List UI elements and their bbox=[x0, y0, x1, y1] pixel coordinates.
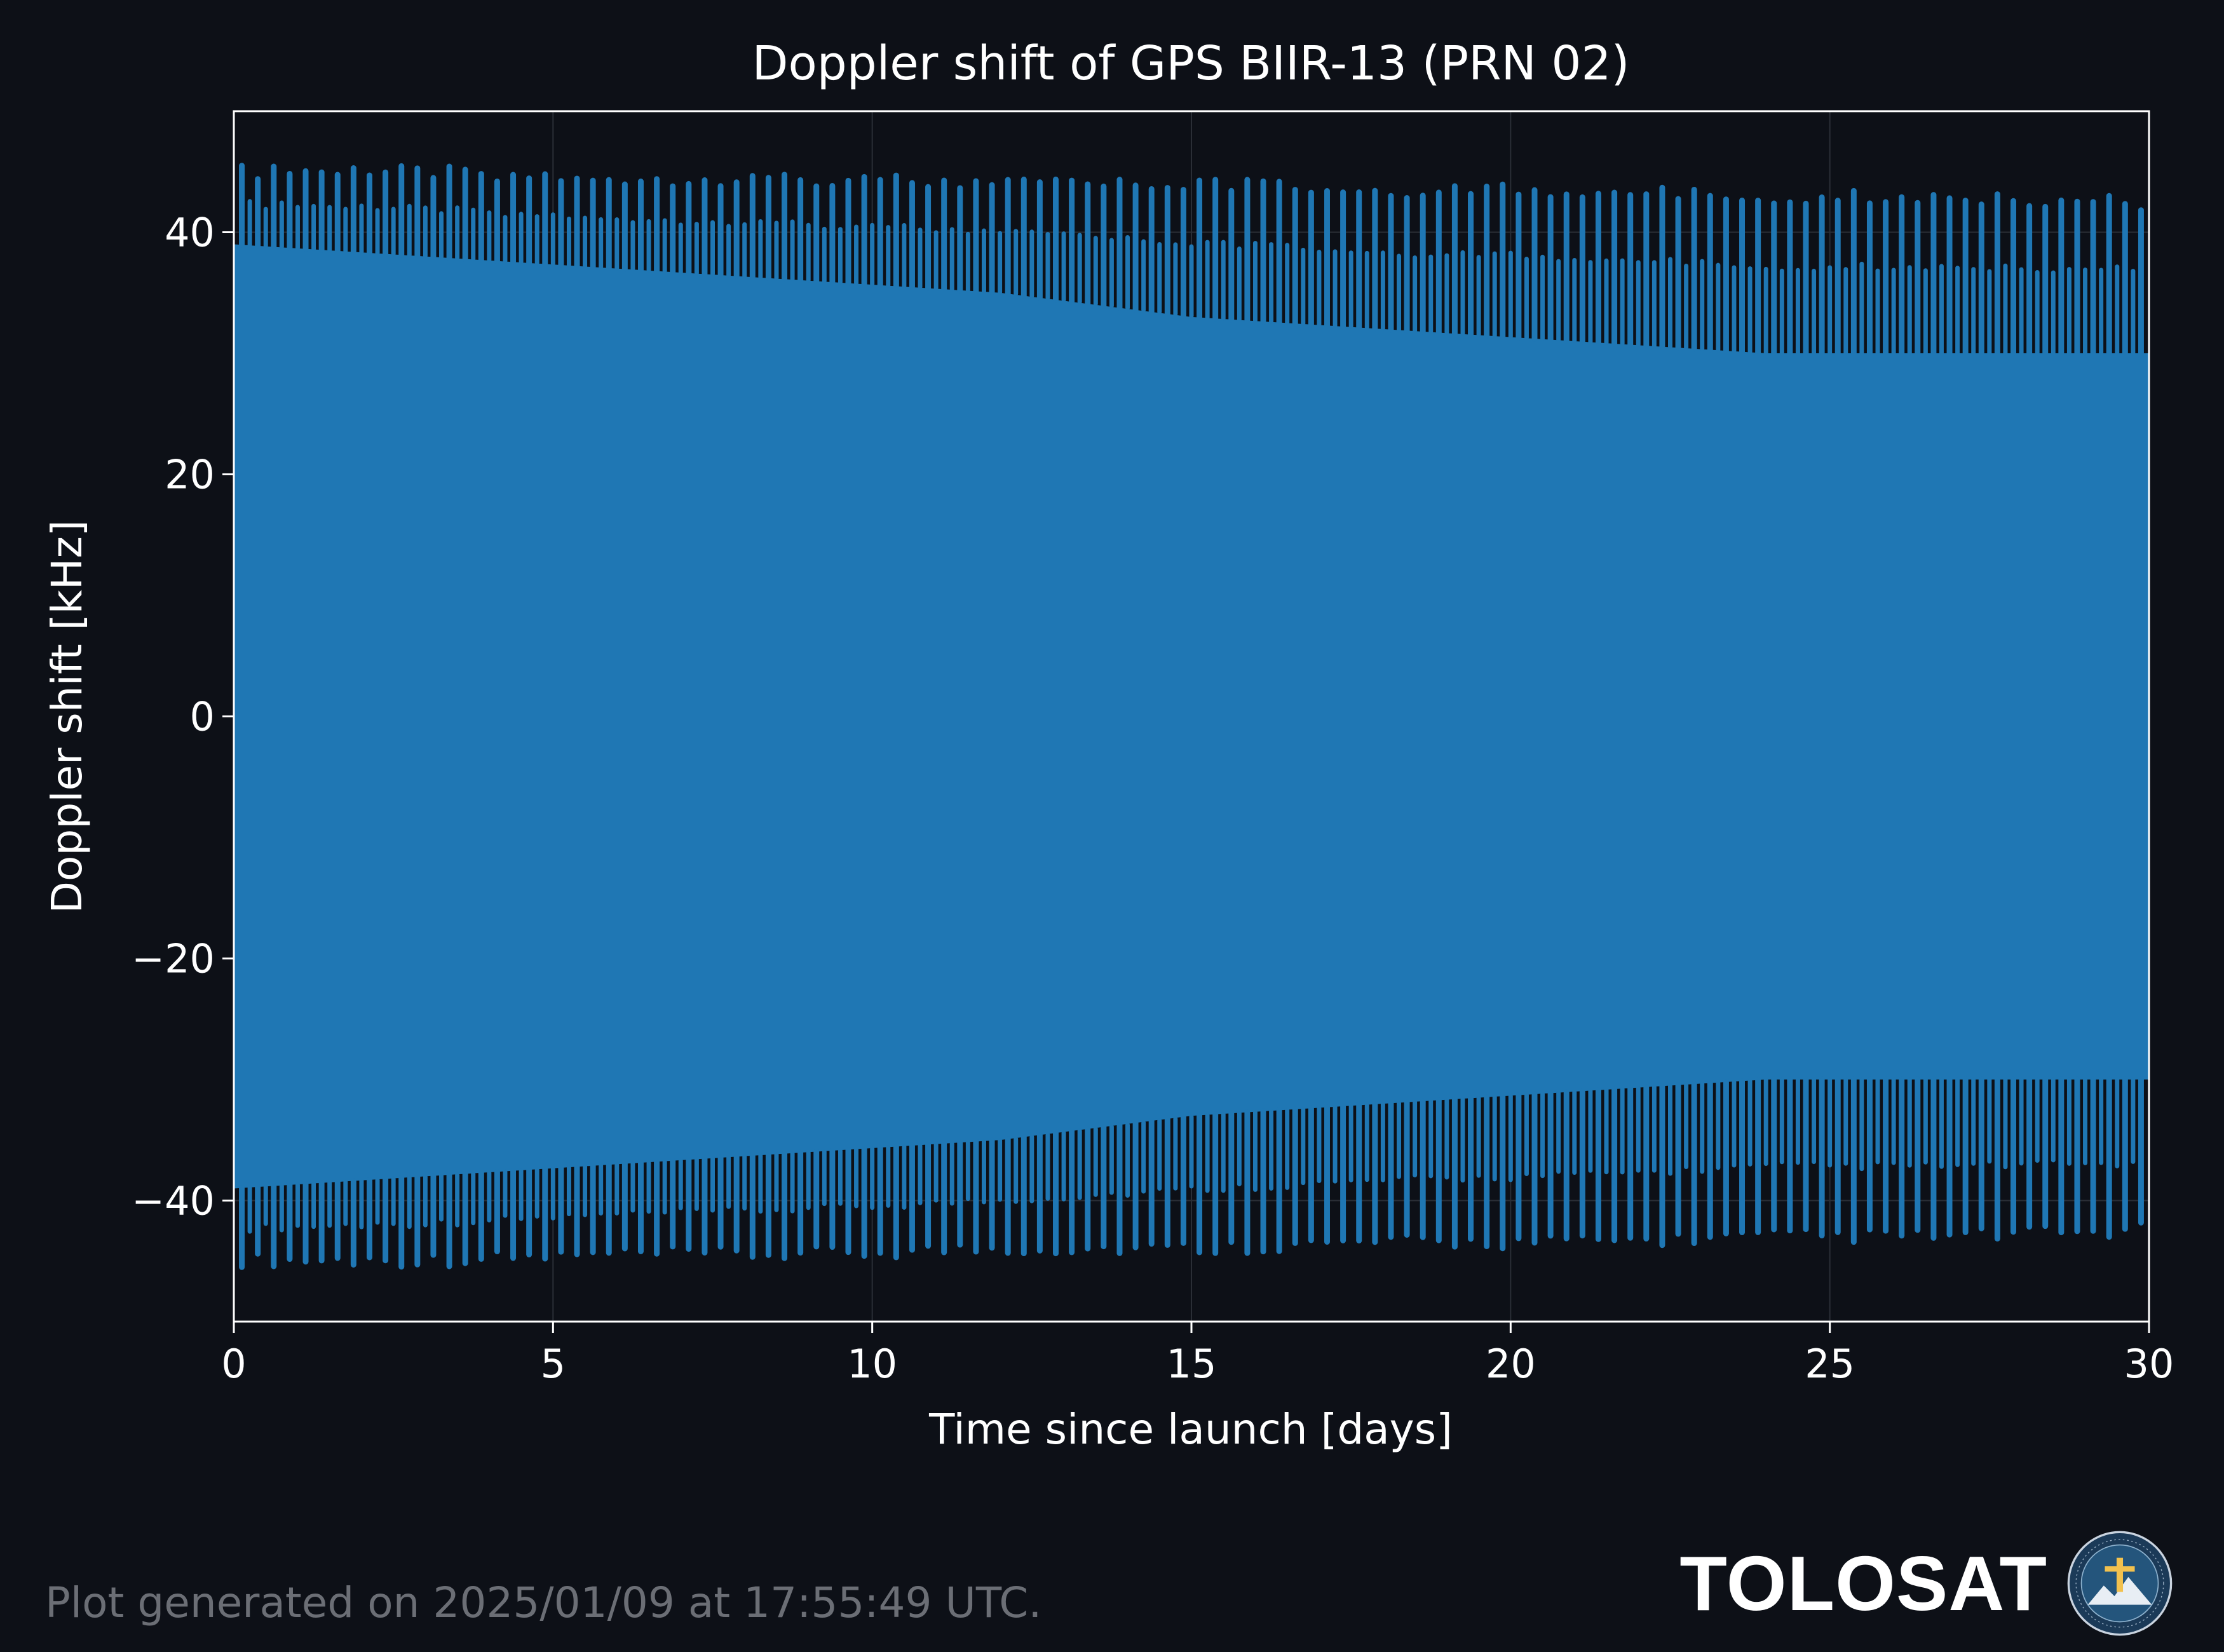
y-tick-label: 0 bbox=[190, 694, 215, 740]
x-tick-label: 0 bbox=[221, 1341, 246, 1387]
brand-block: TOLOSAT bbox=[1679, 1520, 2173, 1647]
y-tick-label: 40 bbox=[165, 210, 215, 256]
x-tick-label: 20 bbox=[1486, 1341, 1536, 1387]
axis-ticks: 0 5 10 15 20 25 30 −40 −20 0 20 40 bbox=[132, 210, 2174, 1388]
chart-title: Doppler shift of GPS BIIR-13 (PRN 02) bbox=[752, 36, 1630, 91]
y-tick-label: 20 bbox=[165, 452, 215, 498]
y-tick-label: −40 bbox=[132, 1178, 215, 1224]
x-tick-label: 5 bbox=[541, 1341, 566, 1387]
signal-core-band bbox=[234, 244, 2149, 1189]
x-axis-label: Time since launch [days] bbox=[928, 1405, 1453, 1454]
x-tick-label: 30 bbox=[2124, 1341, 2174, 1387]
generation-timestamp: Plot generated on 2025/01/09 at 17:55:49… bbox=[45, 1578, 1042, 1627]
y-axis-label: Doppler shift [kHz] bbox=[43, 520, 92, 914]
x-tick-label: 15 bbox=[1167, 1341, 1217, 1387]
x-tick-label: 10 bbox=[847, 1341, 897, 1387]
y-tick-label: −20 bbox=[132, 936, 215, 982]
x-tick-label: 25 bbox=[1805, 1341, 1855, 1387]
data-series bbox=[234, 163, 2149, 1270]
brand-name: TOLOSAT bbox=[1679, 1540, 2047, 1627]
tolosat-logo-icon bbox=[2067, 1531, 2173, 1636]
